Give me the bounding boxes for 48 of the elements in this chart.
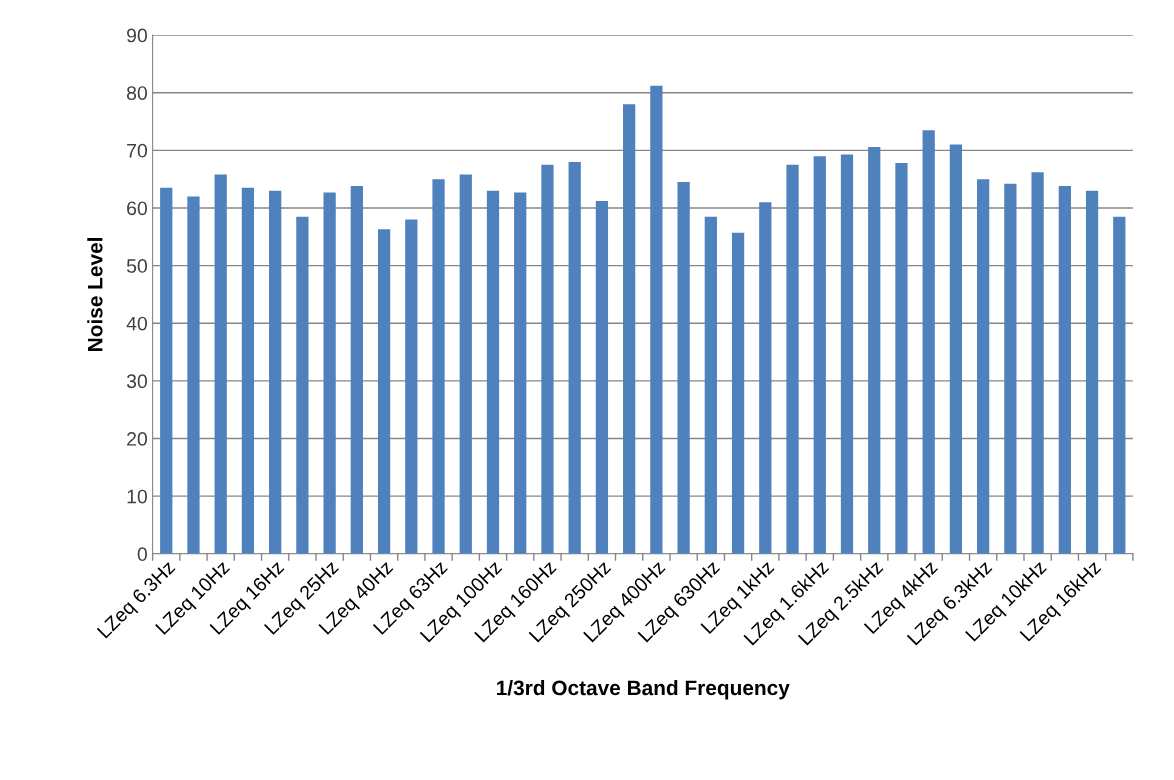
bar xyxy=(813,156,826,554)
bar xyxy=(377,229,391,554)
y-tick-label: 30 xyxy=(126,374,147,389)
bar xyxy=(677,182,690,554)
y-tick-label: 70 xyxy=(127,143,147,158)
bar xyxy=(650,85,663,554)
bar xyxy=(323,192,336,554)
bar xyxy=(350,186,363,554)
bar xyxy=(187,196,200,554)
bar xyxy=(405,219,418,554)
bar xyxy=(296,216,309,554)
bar xyxy=(949,144,963,554)
bar xyxy=(595,201,609,554)
y-tick-label: 60 xyxy=(127,201,147,216)
bar xyxy=(895,163,908,554)
bar xyxy=(269,190,282,554)
bar xyxy=(1085,190,1099,554)
bar xyxy=(432,179,445,554)
bar xyxy=(977,179,990,554)
y-tick-label: 0 xyxy=(137,547,147,562)
bar xyxy=(1058,186,1071,554)
bar xyxy=(704,216,717,554)
bar xyxy=(1004,183,1017,554)
y-tick-label: 40 xyxy=(126,316,147,331)
bar xyxy=(486,190,500,554)
bar xyxy=(759,202,772,554)
bar xyxy=(459,174,472,554)
bar xyxy=(786,164,799,554)
y-tick-label: 10 xyxy=(127,489,147,504)
bar xyxy=(922,130,935,554)
bar xyxy=(568,161,581,554)
bar xyxy=(514,192,527,554)
x-axis-title: 1/3rd Octave Band Frequency xyxy=(497,679,790,700)
bar xyxy=(731,232,745,554)
y-tick-label: 20 xyxy=(127,432,147,446)
y-tick-label: 80 xyxy=(126,86,147,100)
bar xyxy=(840,154,854,554)
bar xyxy=(241,187,255,554)
y-axis-title: Noise Level xyxy=(87,238,103,351)
bar xyxy=(623,104,636,554)
bar xyxy=(160,187,173,554)
bar xyxy=(1031,172,1044,554)
bar xyxy=(541,164,554,554)
bar xyxy=(1113,216,1126,554)
y-tick-label: 50 xyxy=(126,259,147,273)
bar xyxy=(868,146,881,554)
y-tick-label: 90 xyxy=(127,28,147,43)
bar xyxy=(214,174,227,554)
